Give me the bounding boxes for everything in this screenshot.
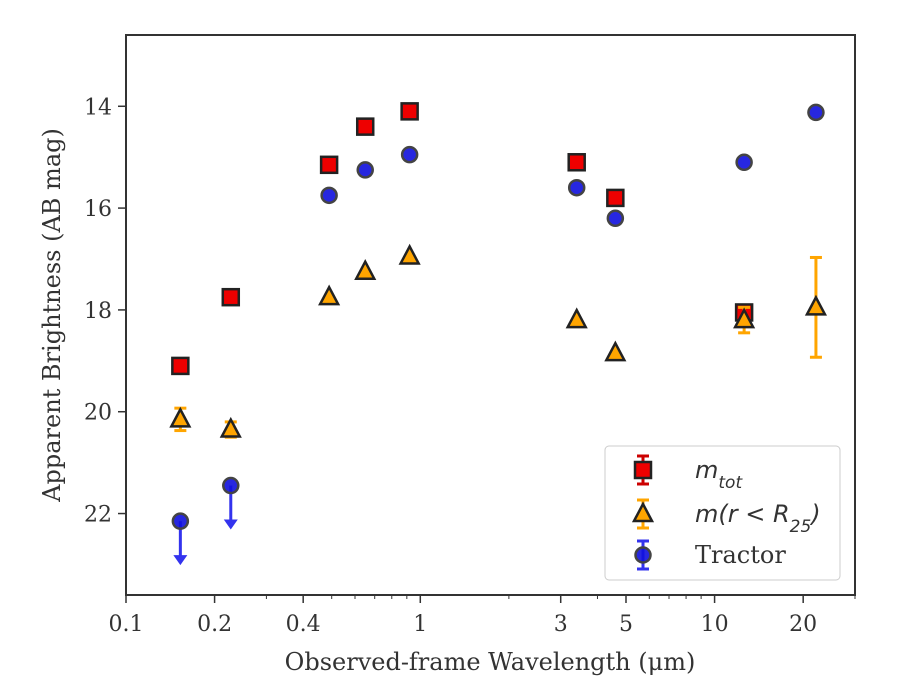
x-tick-label-2: 0.4 <box>286 612 321 637</box>
y-tick-label-3: 20 <box>84 401 112 426</box>
m_r25-point-0 <box>169 406 192 428</box>
legend-marker-tractor <box>634 546 652 564</box>
x-tick-label-6: 10 <box>701 612 729 637</box>
tractor-point-1 <box>222 476 240 495</box>
tractor-point-5 <box>567 178 586 197</box>
m_r25-point-8 <box>804 294 828 316</box>
legend: mtot m(r < R25) Tractor <box>604 445 841 581</box>
x-tick-label-7: 20 <box>789 612 817 637</box>
x-tick-label-0: 0.1 <box>109 612 144 637</box>
m_r25-point-2 <box>318 284 341 306</box>
x-axis-label: Observed-frame Wavelength (μm) <box>285 648 696 676</box>
tractor-point-4 <box>400 145 419 164</box>
y-tick-label-2: 18 <box>84 299 112 324</box>
legend-label-m_r25: m(r < R25) <box>695 500 821 537</box>
x-tick-label-1: 0.2 <box>197 612 232 637</box>
plot-frame <box>125 34 856 596</box>
legend-label-m_tot: mtot <box>695 456 743 493</box>
legend-label-tractor: Tractor <box>695 541 786 569</box>
y-axis-label: Apparent Brightness (AB mag) <box>38 128 66 503</box>
legend-box <box>604 445 841 581</box>
series-m_r25 <box>169 243 828 439</box>
tractor-limit-arrow-0 <box>173 555 188 566</box>
tractor-point-6 <box>606 209 625 228</box>
x-tick-label-4: 3 <box>554 612 568 637</box>
m_tot-point-6 <box>606 188 625 208</box>
y-tick-label-0: 14 <box>84 95 112 120</box>
plot-area <box>169 102 828 566</box>
legend-marker-m_tot <box>633 460 653 480</box>
m_tot-point-4 <box>400 102 419 121</box>
axis-ticks: 0.1 0.2 0.4 1 3 5 10 20 14 16 18 20 22 <box>84 95 856 637</box>
x-tick-label-5: 5 <box>619 612 633 637</box>
m_r25-point-5 <box>565 307 588 329</box>
tractor-point-0 <box>171 512 190 530</box>
tractor-limit-arrow-1 <box>223 519 238 530</box>
m_tot-point-5 <box>567 153 586 172</box>
m_r25-point-6 <box>604 340 627 362</box>
tractor-point-3 <box>356 161 374 179</box>
m_tot-point-0 <box>171 356 190 376</box>
m_tot-point-3 <box>355 117 375 136</box>
x-tick-label-3: 1 <box>413 612 427 637</box>
m_r25-point-1 <box>219 416 242 438</box>
m_tot-point-1 <box>221 287 241 307</box>
y-tick-label-4: 22 <box>84 503 112 528</box>
tractor-point-8 <box>807 103 825 122</box>
legend-marker-m_r25 <box>631 501 655 523</box>
tractor-point-2 <box>320 186 338 205</box>
m_r25-point-7 <box>733 307 756 329</box>
series-m_tot <box>171 102 754 376</box>
m_r25-point-4 <box>398 243 421 265</box>
m_r25-point-3 <box>354 259 377 280</box>
series-tractor <box>171 103 825 566</box>
y-tick-label-1: 16 <box>84 197 112 222</box>
tractor-point-7 <box>735 153 753 172</box>
m_tot-point-2 <box>319 155 339 175</box>
